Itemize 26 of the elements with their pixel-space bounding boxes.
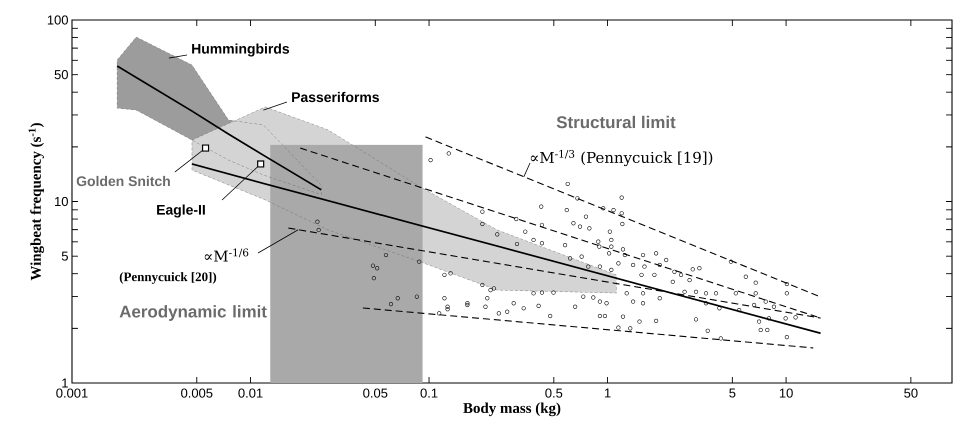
y-tick-label: 1	[62, 378, 68, 388]
annotation: Aerodynamic limit	[120, 305, 267, 321]
x-tick-label: 0.1	[420, 388, 438, 398]
x-tick-label: 0.001	[56, 388, 88, 398]
y-tick-label: 50	[54, 70, 68, 80]
annotation: Hummingbirds	[192, 43, 290, 57]
y-axis-title: Wingbeat frequency (s$^{-1}$)	[28, 123, 44, 280]
x-tick-label: 0.01	[238, 388, 262, 398]
x-tick-label: 50	[904, 388, 918, 398]
x-tick-label: 5	[729, 388, 736, 398]
y-tick-label: 5	[62, 252, 68, 261]
annotation: Structural limit	[556, 116, 676, 128]
x-tick-label: 0.05	[363, 388, 388, 398]
y-tick-label: 100	[48, 15, 68, 25]
annotation: Passeriforms	[292, 92, 379, 102]
x-axis-title: Body mass (kg)	[463, 402, 560, 416]
x-tick-label: 1	[604, 388, 611, 398]
y-tick-label: 10	[55, 196, 68, 206]
annotation: Golden Snitch	[76, 176, 170, 186]
annotation: (Pennycuick [20])	[120, 272, 216, 284]
annotation: Eagle-II	[157, 204, 205, 218]
annotation: ∝M$^{-1/6}$	[204, 248, 248, 262]
x-tick-label: 0.005	[181, 388, 212, 398]
x-tick-label: 0.5	[545, 388, 562, 398]
x-tick-label: 10	[780, 388, 793, 398]
annotation: ∝M$^{-1/3}$ (Pennycuick [19])	[530, 150, 712, 166]
